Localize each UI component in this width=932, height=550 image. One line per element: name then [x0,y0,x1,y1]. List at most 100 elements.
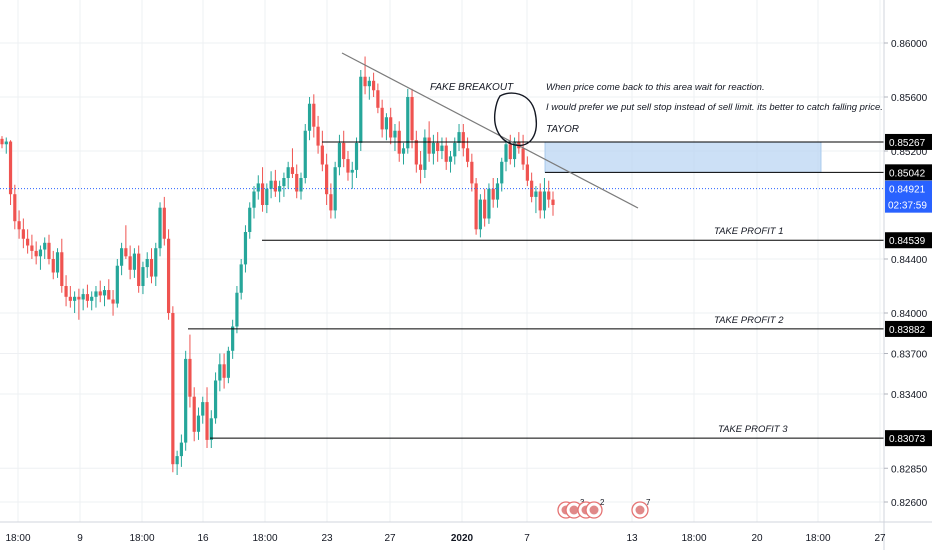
price-tick-label: 0.83400 [891,390,928,401]
candle-body [260,183,265,205]
take-profit-3-badge [885,430,932,447]
candle-body [184,358,188,443]
sell-zone [544,141,822,173]
candle-body [60,252,64,286]
trendline[interactable] [341,52,639,209]
candle-body [239,264,243,293]
candle-body [359,76,363,143]
candles [0,56,555,475]
event-count: 7 [646,498,651,507]
candle-body [367,80,371,87]
candle-body [547,191,551,200]
time-tick-label: 20 [751,533,763,544]
candle-body [81,294,85,300]
candle-body [26,238,30,246]
candle-body [192,396,196,432]
candle-body [4,141,8,145]
candle-body [145,259,149,268]
candle-body [205,402,209,440]
event-count: 2 [600,498,605,507]
candle-body [102,290,107,296]
breakout-circle[interactable] [493,92,537,147]
candle-body [508,144,512,160]
candle-body [132,253,137,270]
candle-body [119,248,124,266]
candle-body [179,442,183,457]
price-levels: TAKE PROFIT 1 TAKE PROFIT 2 TAKE PROFIT 3 [0,141,884,439]
candle-body [380,107,384,130]
price-tick-label: 0.83700 [891,350,928,361]
candle-body [295,173,299,192]
candle-body [8,141,13,195]
candle-body [290,167,295,174]
event-markers: 327 [557,498,651,519]
take-profit-1-badge-label: 0.84539 [889,236,926,247]
candle-body [248,207,252,232]
candle-body [141,267,145,286]
candle-body [376,90,380,108]
candle-body [406,97,410,149]
time-tick-label: 18:00 [805,533,830,544]
candle-body [401,148,406,154]
candle-body [512,141,517,160]
candle-body [158,207,162,249]
candle-body [342,142,346,160]
candle-body [372,80,376,91]
candle-body [389,117,393,138]
candle-body [115,265,119,304]
candle-body [90,296,94,301]
note-sell-stop: I would prefer we put sell stop instead … [546,102,883,113]
time-tick-label: 7 [524,533,530,544]
candle-body [542,191,547,211]
candle-body [431,142,436,154]
candle-body [201,402,205,416]
take-profit-2-badge [885,320,932,337]
take-profit-3-text: TAKE PROFIT 3 [718,424,788,435]
time-tick-label: 18:00 [681,533,706,544]
candle-body [235,292,239,327]
candle-body [316,126,320,146]
candle-body [265,188,269,205]
candle-body [418,164,423,170]
candle-body [436,142,440,151]
candle-body [491,188,495,200]
event-flag-center [589,505,599,515]
candle-body [500,161,504,184]
candle-body [307,103,312,131]
candle-body [231,326,235,351]
author-label: TAYOR [546,124,579,135]
candle-body [154,248,158,277]
candle-body [226,350,230,378]
candle-body [128,256,132,270]
take-profit-2-text: TAKE PROFIT 2 [714,315,784,326]
candle-body [47,242,51,259]
price-tick-label: 0.82850 [891,464,928,475]
candle-body [166,238,171,313]
candle-body [243,232,248,265]
candle-body [448,156,453,162]
candle-body [0,138,4,145]
price-tick-label: 0.85200 [891,147,928,158]
candle-body [85,294,90,301]
candle-body [363,76,367,87]
candle-body [457,132,461,143]
candle-body [77,296,81,300]
candle-body [337,142,342,168]
candle-body [329,194,333,211]
candle-body [521,148,525,165]
candle-body [453,142,457,157]
candle-body [525,164,529,181]
candle-body [43,242,47,250]
price-tick-label: 0.82600 [891,498,928,509]
candle-body [312,103,316,127]
candle-body [13,194,17,222]
time-tick-label: 13 [626,533,638,544]
candle-body [461,132,465,149]
candle-body [21,229,25,239]
candle-body [111,299,115,304]
candle-body [196,415,201,432]
price-tick-label: 0.84400 [891,255,928,266]
candle-body [252,191,256,208]
candle-body [470,161,474,184]
